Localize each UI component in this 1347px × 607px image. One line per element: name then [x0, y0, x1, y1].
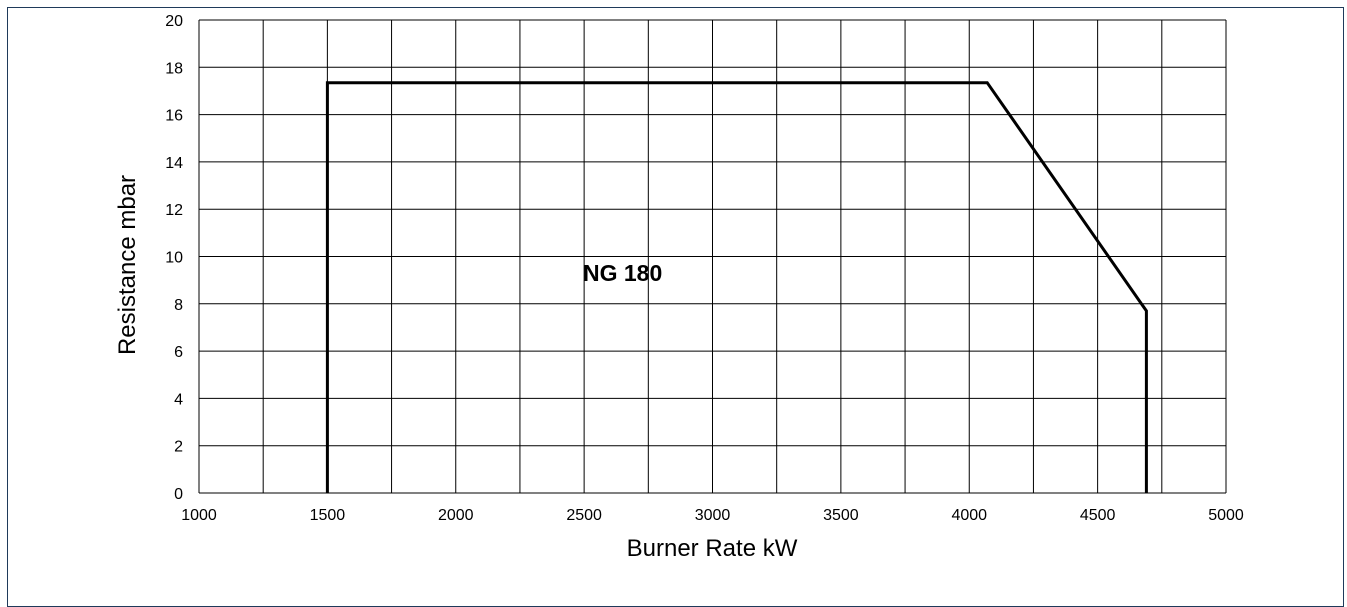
x-tick-label: 3000: [695, 507, 731, 524]
x-tick-label: 4500: [1080, 507, 1116, 524]
series-label: NG 180: [583, 260, 662, 286]
y-tick-label: 14: [165, 155, 183, 172]
y-tick-label: 6: [174, 344, 183, 361]
x-tick-label: 5000: [1208, 507, 1244, 524]
series-line: [325, 81, 1148, 493]
x-tick-label: 4000: [951, 507, 987, 524]
x-tick-label: 1000: [181, 507, 217, 524]
y-tick-label: 20: [165, 13, 183, 30]
y-tick-label: 12: [165, 202, 183, 219]
performance-chart: 1000 1500 2000 2500 3000 3500 4000 4500 5000 0 2 4 6…: [114, 13, 1244, 562]
x-tick-label: 2500: [566, 507, 602, 524]
tick-labels: 1000 1500 2000 2500 3000 3500 4000 4500 5000 0 2 4 6…: [165, 13, 1244, 524]
series-layer: [325, 81, 1148, 493]
y-tick-label: 0: [174, 486, 183, 503]
x-tick-label: 3500: [823, 507, 859, 524]
x-tick-label: 1500: [310, 507, 346, 524]
x-axis-title: Burner Rate kW: [627, 535, 798, 562]
grid: [198, 19, 1227, 494]
y-tick-label: 8: [174, 297, 183, 314]
y-tick-label: 18: [165, 60, 183, 77]
y-tick-label: 10: [165, 250, 183, 267]
y-tick-label: 2: [174, 439, 183, 456]
x-tick-label: 2000: [438, 507, 474, 524]
y-axis-title: Resistance mbar: [114, 175, 141, 355]
y-tick-label: 16: [165, 108, 183, 125]
y-tick-label: 4: [174, 391, 183, 408]
